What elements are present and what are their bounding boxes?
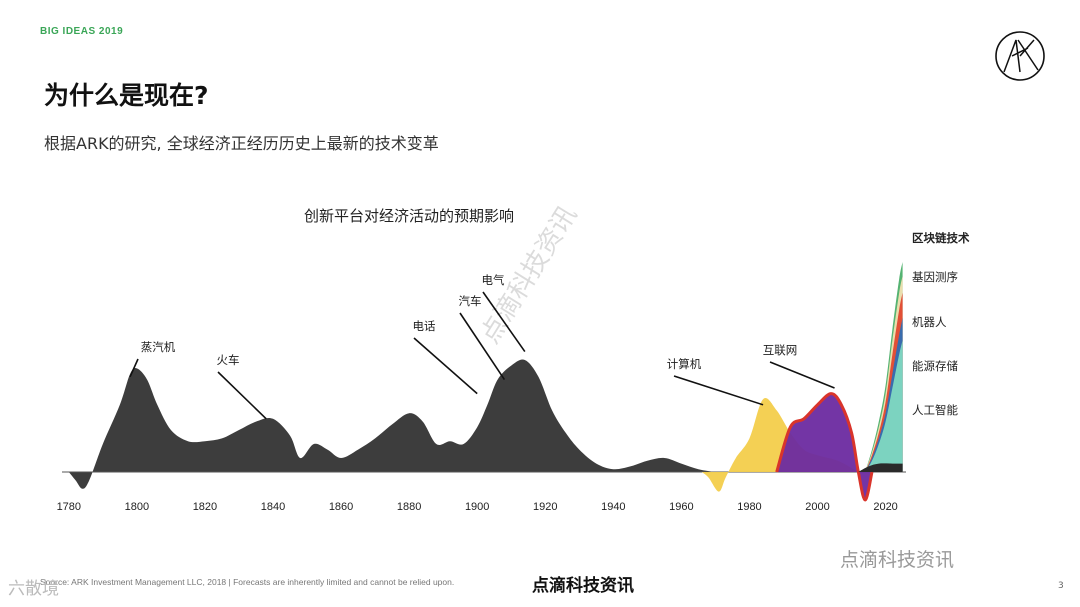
annotation-label: 火车 <box>217 353 240 367</box>
x-tick-label: 1780 <box>57 501 81 513</box>
footer-watermark: 点滴科技资讯 <box>532 576 634 596</box>
annotation-line <box>673 375 764 406</box>
series-area-3 <box>865 340 903 472</box>
annotation-line <box>217 371 267 420</box>
annotation-label: 蒸汽机 <box>141 340 176 354</box>
legend-label: 基因测序 <box>912 270 958 284</box>
chart-title: 创新平台对经济活动的预期影响 <box>304 207 515 225</box>
x-tick-label: 1820 <box>193 501 217 513</box>
page-number: 3 <box>1058 581 1064 591</box>
page-subtitle: 根据ARK的研究, 全球经济正经历历史上最新的技术变革 <box>44 134 439 153</box>
series-area-2 <box>776 393 872 500</box>
x-tick-label: 1800 <box>125 501 149 513</box>
x-tick-label: 1840 <box>261 501 285 513</box>
annotation-label: 互联网 <box>763 343 798 357</box>
source-note: Source: ARK Investment Management LLC, 2… <box>40 577 455 587</box>
annotation-line <box>413 337 478 395</box>
page-title: 为什么是现在? <box>44 81 209 110</box>
wechat-watermark: 点滴科技资讯 <box>840 549 955 571</box>
annotation-line <box>482 291 526 353</box>
annotation-label: 汽车 <box>459 294 482 308</box>
recent-base-area <box>858 463 903 472</box>
x-tick-label: 1900 <box>465 501 489 513</box>
x-tick-label: 1860 <box>329 501 353 513</box>
annotation-label: 电话 <box>413 319 436 333</box>
annotation-line <box>459 312 506 381</box>
x-tick-label: 1880 <box>397 501 421 513</box>
legend-label: 人工智能 <box>912 403 958 417</box>
x-tick-label: 1980 <box>737 501 761 513</box>
x-tick-label: 2000 <box>805 501 829 513</box>
legend-label: 区块链技术 <box>912 231 970 245</box>
annotation-label: 计算机 <box>667 357 702 371</box>
x-tick-label: 1920 <box>533 501 557 513</box>
annotation-line <box>769 361 835 389</box>
x-tick-label: 1940 <box>601 501 625 513</box>
corner-watermark: 六散境 <box>8 579 59 599</box>
historical-area <box>68 359 716 489</box>
legend-label: 能源存储 <box>912 359 958 373</box>
ark-logo-icon <box>995 31 1045 81</box>
annotation-label: 电气 <box>482 273 505 287</box>
legend-label: 机器人 <box>912 315 947 329</box>
brand-label: BIG IDEAS 2019 <box>40 26 124 37</box>
annotation-line <box>129 358 139 378</box>
x-tick-label: 1960 <box>669 501 693 513</box>
x-tick-label: 2020 <box>873 501 897 513</box>
internet-top-edge <box>775 392 874 502</box>
